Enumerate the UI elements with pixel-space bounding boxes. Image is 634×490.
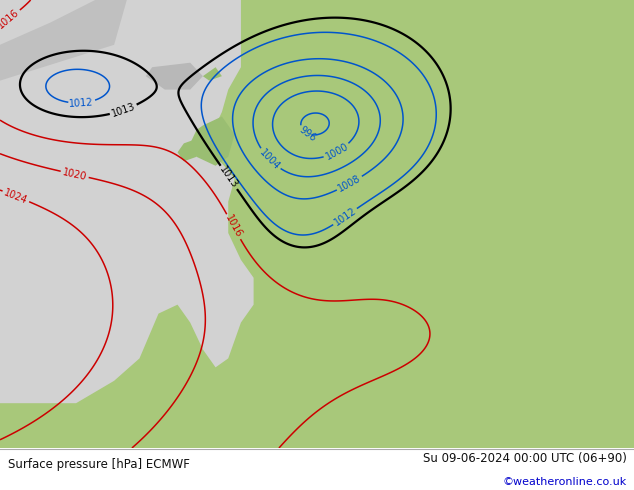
Text: 1012: 1012 — [332, 206, 358, 228]
Polygon shape — [0, 0, 634, 448]
Text: 1004: 1004 — [257, 147, 281, 172]
Text: 1008: 1008 — [337, 173, 363, 194]
Text: 1000: 1000 — [324, 142, 350, 162]
Text: 1016: 1016 — [0, 7, 22, 31]
Text: 1013: 1013 — [217, 165, 240, 190]
Polygon shape — [190, 117, 235, 166]
Text: 1016: 1016 — [223, 214, 244, 240]
Polygon shape — [146, 63, 203, 90]
Polygon shape — [203, 67, 222, 81]
Text: 1013: 1013 — [110, 101, 137, 119]
Text: Surface pressure [hPa] ECMWF: Surface pressure [hPa] ECMWF — [8, 458, 190, 471]
Text: 1020: 1020 — [61, 167, 87, 182]
Text: ©weatheronline.co.uk: ©weatheronline.co.uk — [502, 477, 626, 487]
Text: 1012: 1012 — [68, 97, 94, 109]
Text: 996: 996 — [297, 124, 318, 143]
Text: Su 09-06-2024 00:00 UTC (06+90): Su 09-06-2024 00:00 UTC (06+90) — [422, 452, 626, 465]
Polygon shape — [178, 139, 197, 161]
Text: 1024: 1024 — [3, 187, 29, 205]
Polygon shape — [0, 0, 127, 81]
